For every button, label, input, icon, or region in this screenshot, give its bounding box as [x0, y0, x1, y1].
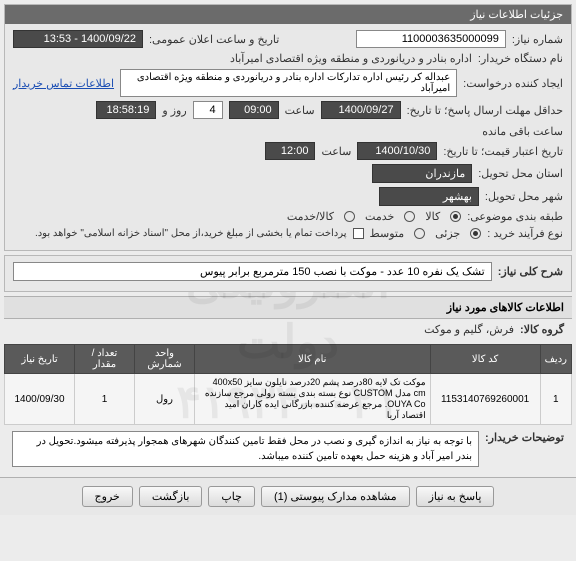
col-qty: تعداد / مقدار: [75, 345, 135, 374]
radio-service-label: خدمت: [365, 210, 394, 223]
deadline-date: 1400/09/27: [321, 101, 401, 119]
cell-date: 1400/09/30: [5, 374, 75, 425]
requester-field: عبداله کر رئیس اداره تدارکات اداره بنادر…: [120, 69, 457, 97]
panel-title: جزئیات اطلاعات نیاز: [5, 5, 571, 24]
cell-code: 1153140769260001: [430, 374, 540, 425]
summary-text: تشک یک نفره 10 عدد - موکت با نصب 150 متر…: [13, 262, 492, 281]
form-area: شماره نیاز: 1100003635000099 تاریخ و ساع…: [5, 24, 571, 250]
cell-name: موکت تک لایه 80درصد پشم 20درصد نایلون سا…: [195, 374, 431, 425]
col-name: نام کالا: [195, 345, 431, 374]
summary-label: شرح کلی نیاز:: [498, 265, 563, 278]
process-label: نوع فرآیند خرید :: [487, 227, 563, 240]
request-no-label: شماره نیاز:: [512, 33, 563, 46]
items-title: اطلاعات کالاهای مورد نیاز: [4, 296, 572, 319]
cell-idx: 1: [540, 374, 571, 425]
table-header-row: ردیف کد کالا نام کالا واحد شمارش تعداد /…: [5, 345, 572, 374]
price-valid-time: 12:00: [265, 142, 315, 160]
category-radios: کالا خدمت کالا/خدمت: [287, 210, 461, 223]
remaining-label: ساعت باقی مانده: [482, 125, 563, 138]
category-label: طبقه بندی موضوعی:: [467, 210, 563, 223]
radio-goods-label: کالا: [425, 210, 440, 223]
province-label: استان محل تحویل:: [478, 167, 563, 180]
payment-note: پرداخت تمام یا بخشی از مبلغ خرید،از محل …: [35, 228, 347, 239]
time-label-1: ساعت: [285, 104, 315, 117]
days-field: 4: [193, 101, 223, 119]
province-field: مازندران: [372, 164, 472, 183]
respond-button[interactable]: پاسخ به نیاز: [416, 486, 495, 507]
city-field: بهشهر: [379, 187, 479, 206]
treasury-checkbox[interactable]: [353, 228, 364, 239]
announce-field: 1400/09/22 - 13:53: [13, 30, 143, 48]
radio-partial[interactable]: [470, 228, 481, 239]
announce-label: تاریخ و ساعت اعلان عمومی:: [149, 33, 279, 46]
process-radios: جزئی متوسط: [370, 227, 482, 240]
group-value: فرش، گلیم و موکت: [424, 323, 514, 336]
radio-both[interactable]: [344, 211, 355, 222]
buyer-label: نام دستگاه خریدار:: [478, 52, 563, 65]
group-label: گروه کالا:: [520, 323, 564, 336]
radio-service[interactable]: [404, 211, 415, 222]
request-no-field: 1100003635000099: [356, 30, 506, 48]
radio-both-label: کالا/خدمت: [287, 210, 334, 223]
radio-goods[interactable]: [450, 211, 461, 222]
deadline-label: حداقل مهلت ارسال پاسخ؛ تا تاریخ:: [407, 104, 563, 117]
requester-label: ایجاد کننده درخواست:: [463, 77, 563, 90]
price-valid-date: 1400/10/30: [357, 142, 437, 160]
days-label: روز و: [162, 104, 186, 117]
deadline-time: 09:00: [229, 101, 279, 119]
table-row[interactable]: 1 1153140769260001 موکت تک لایه 80درصد پ…: [5, 374, 572, 425]
col-code: کد کالا: [430, 345, 540, 374]
items-section: اطلاعات کالاهای مورد نیاز گروه کالا: فرش…: [4, 296, 572, 473]
main-panel: جزئیات اطلاعات نیاز شماره نیاز: 11000036…: [4, 4, 572, 251]
cell-qty: 1: [75, 374, 135, 425]
summary-panel: شرح کلی نیاز: تشک یک نفره 10 عدد - موکت …: [4, 255, 572, 292]
col-date: تاریخ نیاز: [5, 345, 75, 374]
attachments-button[interactable]: مشاهده مدارک پیوستی (1): [261, 486, 410, 507]
cell-unit: رول: [135, 374, 195, 425]
radio-medium[interactable]: [414, 228, 425, 239]
col-unit: واحد شمارش: [135, 345, 195, 374]
col-idx: ردیف: [540, 345, 571, 374]
radio-partial-label: جزئی: [435, 227, 460, 240]
notes-text: با توجه به نیاز به اندازه گیری و نصب در …: [12, 431, 479, 467]
exit-button[interactable]: خروج: [82, 486, 133, 507]
contact-link[interactable]: اطلاعات تماس خریدار: [13, 77, 114, 90]
back-button[interactable]: بازگشت: [139, 486, 203, 507]
countdown: 18:58:19: [96, 101, 156, 119]
radio-medium-label: متوسط: [370, 227, 405, 240]
items-table: ردیف کد کالا نام کالا واحد شمارش تعداد /…: [4, 344, 572, 425]
time-label-2: ساعت: [321, 145, 351, 158]
price-valid-label: تاریخ اعتبار قیمت؛ تا تاریخ:: [443, 145, 563, 158]
print-button[interactable]: چاپ: [208, 486, 255, 507]
city-label: شهر محل تحویل:: [485, 190, 563, 203]
buyer-value: اداره بنادر و دریانوردی و منطقه ویژه اقت…: [230, 52, 472, 65]
button-bar: پاسخ به نیاز مشاهده مدارک پیوستی (1) چاپ…: [0, 477, 576, 515]
notes-label: توضیحات خریدار:: [485, 431, 564, 444]
